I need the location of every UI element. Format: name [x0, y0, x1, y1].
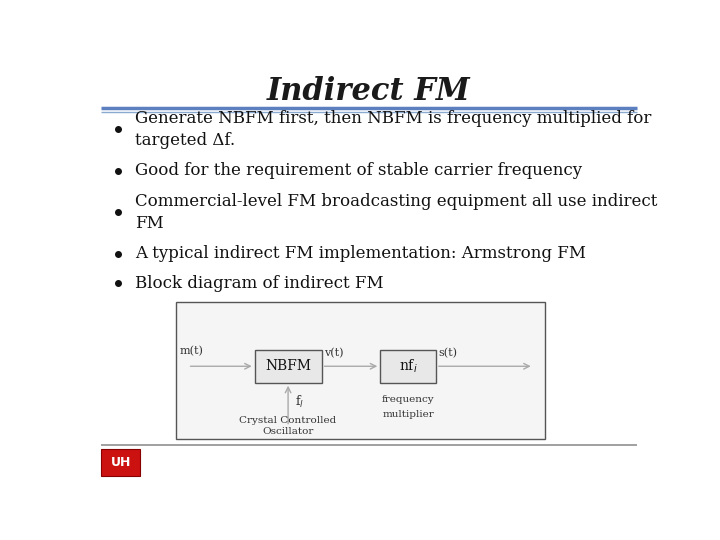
Text: frequency: frequency	[382, 395, 434, 404]
Text: UH: UH	[110, 456, 131, 469]
Text: Oscillator: Oscillator	[262, 427, 314, 436]
Text: Block diagram of indirect FM: Block diagram of indirect FM	[135, 275, 383, 292]
Text: m(t): m(t)	[179, 346, 203, 356]
Text: nf$_i$: nf$_i$	[399, 357, 418, 375]
Text: Good for the requirement of stable carrier frequency: Good for the requirement of stable carri…	[135, 163, 582, 179]
Text: multiplier: multiplier	[382, 410, 434, 419]
Text: Crystal Controlled: Crystal Controlled	[240, 416, 337, 425]
Bar	[101, 449, 140, 476]
Text: Generate NBFM first, then NBFM is frequency multiplied for
targeted Δf.: Generate NBFM first, then NBFM is freque…	[135, 110, 651, 148]
Bar	[380, 349, 436, 383]
Text: Indirect FM: Indirect FM	[267, 76, 471, 107]
Text: s(t): s(t)	[438, 348, 458, 358]
Text: f$_l$: f$_l$	[294, 394, 304, 410]
Text: NBFM: NBFM	[265, 359, 311, 373]
Bar	[255, 349, 322, 383]
Text: A typical indirect FM implementation: Armstrong FM: A typical indirect FM implementation: Ar…	[135, 246, 585, 262]
Text: v(t): v(t)	[324, 348, 344, 358]
Bar	[176, 302, 545, 439]
Text: Commercial-level FM broadcasting equipment all use indirect
FM: Commercial-level FM broadcasting equipme…	[135, 193, 657, 232]
